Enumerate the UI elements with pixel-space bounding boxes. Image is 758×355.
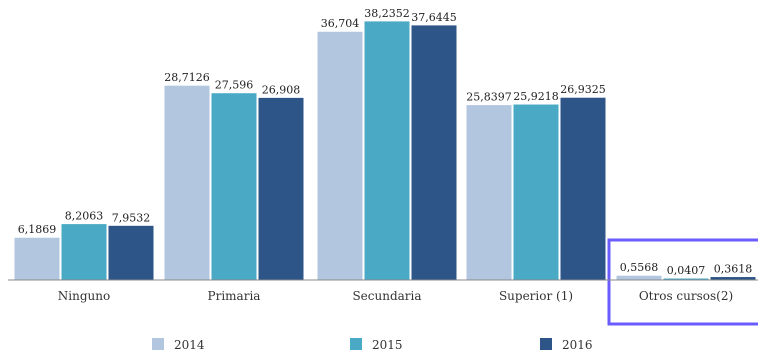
bar-2014-4 [616,275,662,281]
data-label-2014-4: 0,5568 [620,261,659,274]
data-label-2015-2: 38,2352 [364,7,410,20]
bar-2016-2 [411,25,457,281]
bar-2014-3 [466,105,512,281]
bar-2014-2 [317,31,363,281]
bar-2015-1 [211,93,257,281]
bar-2015-2 [364,21,410,281]
legend-label-2014: 2014 [174,338,205,352]
bar-2016-3 [560,97,606,281]
legend-label-2016: 2016 [562,338,593,352]
data-label-2015-0: 8,2063 [65,210,104,223]
data-label-2015-3: 25,9218 [513,90,559,103]
bar-2015-3 [513,104,559,281]
data-label-2016-4: 0,3618 [714,263,753,276]
data-label-2016-3: 26,9325 [560,83,606,96]
data-label-2016-2: 37,6445 [411,11,457,24]
legend-swatch-2016 [540,338,552,350]
category-label-0: Ninguno [58,289,110,303]
data-label-2016-0: 7,9532 [112,211,151,224]
legend-swatch-2014 [152,338,164,350]
category-highlight-box [607,238,758,326]
bar-2016-0 [108,225,154,281]
data-label-2014-3: 25,8397 [466,91,512,104]
category-label-1: Primaria [208,289,261,303]
data-label-2016-1: 26,908 [262,83,301,96]
category-label-2: Secundaria [352,289,421,303]
category-label-3: Superior (1) [499,289,573,303]
data-label-2014-2: 36,704 [321,17,360,30]
legend-label-2015: 2015 [372,338,403,352]
data-label-2015-1: 27,596 [215,79,254,92]
legend-swatch-2015 [350,338,362,350]
data-label-2015-4: 0,0407 [667,264,706,277]
data-label-2014-1: 28,7126 [164,71,210,84]
bar-2015-0 [61,224,107,281]
data-label-2014-0: 6,1869 [18,223,57,236]
bar-2014-1 [164,85,210,281]
category-label-4: Otros cursos(2) [639,289,733,303]
bar-2016-1 [258,97,304,281]
bar-2014-0 [14,237,60,281]
